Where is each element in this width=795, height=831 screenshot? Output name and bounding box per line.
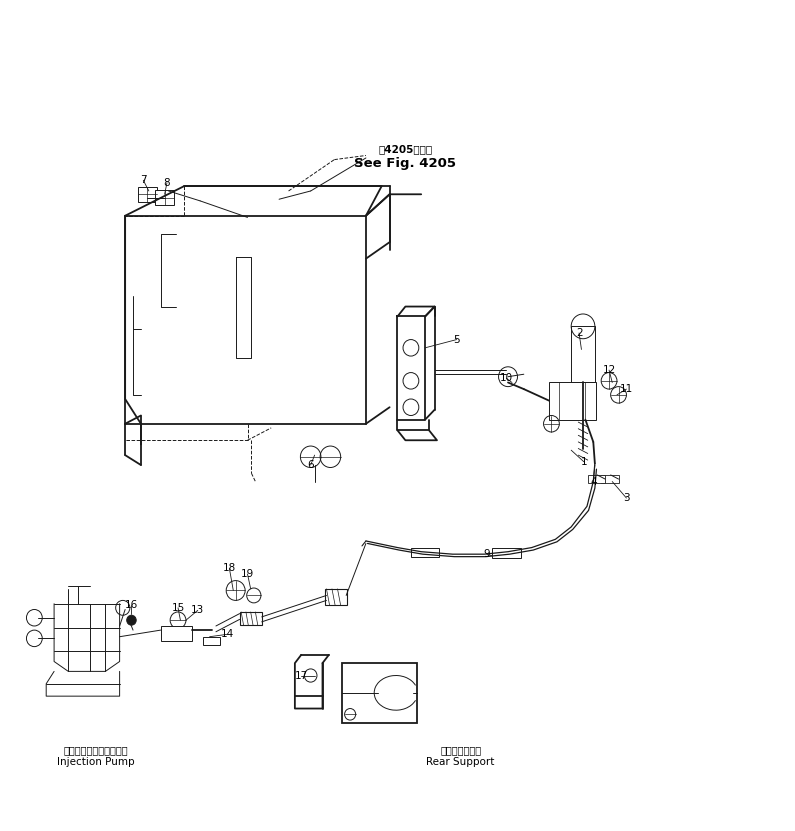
Text: 3: 3 [623, 493, 630, 503]
Text: 4: 4 [590, 476, 596, 486]
Bar [203, 637, 220, 645]
Bar [601, 475, 619, 483]
Text: 16: 16 [125, 600, 138, 610]
Text: リヤーサポート: リヤーサポート [440, 745, 481, 755]
Bar [161, 626, 192, 641]
Text: 15: 15 [172, 602, 184, 612]
Circle shape [126, 615, 136, 625]
Text: 8: 8 [164, 178, 170, 188]
Bar [239, 612, 262, 625]
Text: 13: 13 [191, 605, 204, 615]
Bar [549, 382, 596, 420]
Text: 19: 19 [241, 569, 254, 579]
Bar [571, 327, 595, 382]
Text: 14: 14 [221, 629, 235, 639]
Text: See Fig. 4205: See Fig. 4205 [355, 157, 456, 170]
Text: 5: 5 [453, 335, 460, 345]
Bar [492, 548, 521, 558]
Text: 6: 6 [308, 460, 314, 470]
Bar [325, 589, 347, 605]
Bar [138, 187, 157, 202]
Text: 11: 11 [620, 384, 633, 394]
Text: Rear Support: Rear Support [426, 757, 494, 767]
Text: 笥4205図参照: 笥4205図参照 [378, 144, 432, 154]
Text: 1: 1 [580, 457, 588, 467]
Text: 12: 12 [603, 365, 615, 375]
Text: 17: 17 [295, 671, 308, 681]
Text: インジェクションポンプ: インジェクションポンプ [64, 745, 128, 755]
Bar [411, 548, 440, 558]
Bar [588, 475, 605, 483]
Text: Injection Pump: Injection Pump [57, 757, 134, 767]
Text: 10: 10 [500, 373, 513, 383]
Bar [155, 190, 174, 205]
Text: 18: 18 [223, 563, 236, 573]
Text: 9: 9 [483, 549, 490, 559]
Text: 2: 2 [576, 328, 583, 338]
Text: 7: 7 [140, 175, 146, 185]
Bar [342, 663, 417, 723]
